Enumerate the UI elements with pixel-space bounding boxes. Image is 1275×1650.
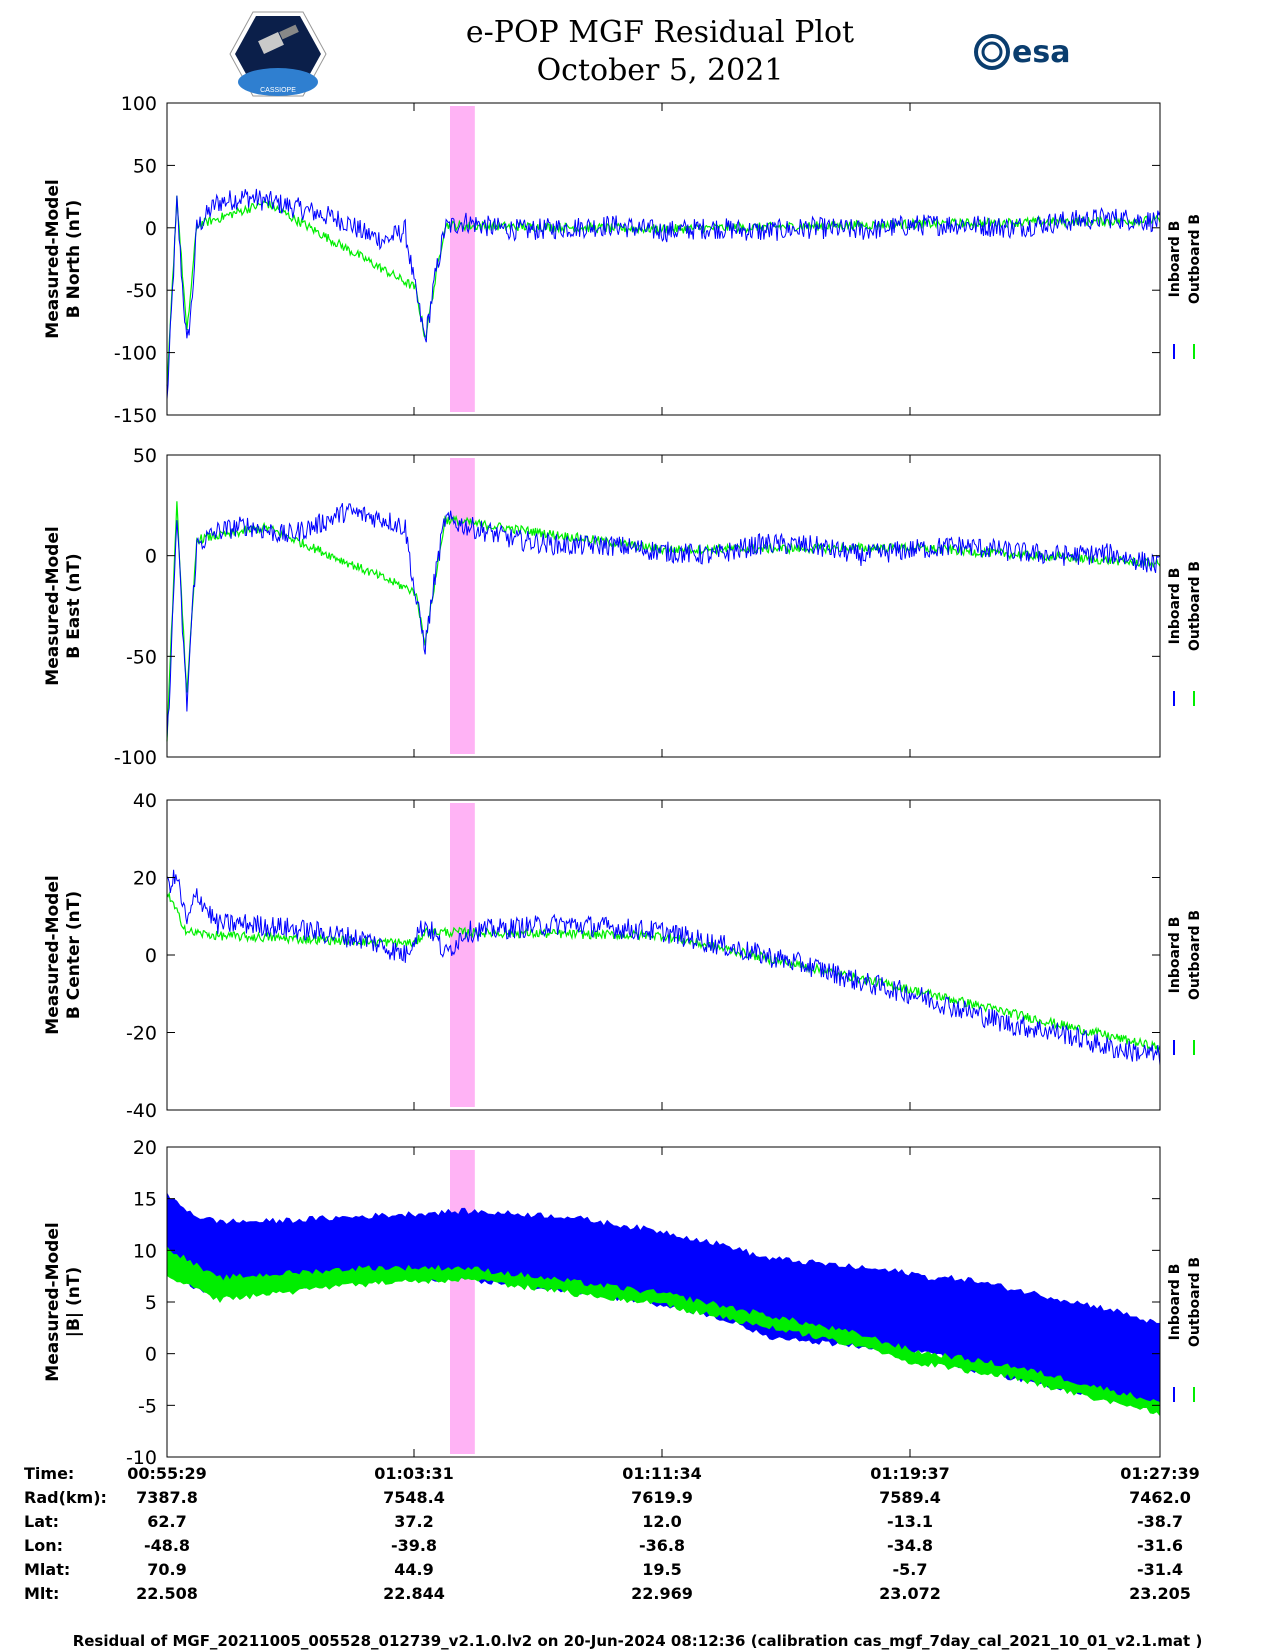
row-value: 23.072 [879,1584,941,1603]
y-axis-label-line: Measured-Model [43,875,63,1034]
y-tick-label: 5 [145,1292,157,1314]
footer-caption: Residual of MGF_20211005_005528_012739_v… [72,1632,1203,1650]
row-value: 7548.4 [383,1488,445,1507]
y-tick-label: -40 [126,1100,157,1122]
legend-outboard-label: Outboard B [1187,1257,1203,1347]
legend-outboard-label: Outboard B [1187,910,1203,1000]
row-value: 01:03:31 [374,1464,454,1483]
row-label: Lon: [24,1536,63,1555]
y-tick-label: 100 [121,93,157,115]
legend-inboard-label: Inboard B [1167,221,1183,298]
legend-inboard-label: Inboard B [1167,1264,1183,1341]
y-tick-label: 50 [133,445,157,467]
series-outboard [166,501,1161,742]
y-tick-label: -5 [138,1395,157,1417]
row-label: Mlt: [24,1584,60,1603]
series-inboard [166,869,1161,1066]
plot-frame [166,799,1161,1111]
row-label: Mlat: [24,1560,71,1579]
y-tick-label: -100 [114,747,157,769]
y-tick-label: 0 [145,546,157,568]
y-tick-label: 10 [133,1240,157,1262]
y-axis-label-line: B North (nT) [64,200,84,319]
y-tick-label: -20 [126,1023,157,1045]
y-axis-label-line: B Center (nT) [64,891,84,1019]
row-label: Time: [24,1464,75,1483]
logo-right-text: esa [1012,35,1070,70]
esa-logo: esa [972,32,1092,72]
y-tick-label: 20 [133,1137,157,1159]
highlight-band [450,1150,475,1454]
row-value: 22.844 [383,1584,445,1603]
row-value: 7387.8 [136,1488,198,1507]
y-axis-label-line: Measured-Model [43,179,63,338]
row-value: 12.0 [642,1512,682,1531]
row-value: -13.1 [886,1512,934,1531]
highlight-band [450,458,475,754]
y-tick-label: -10 [126,1447,157,1469]
y-axis-label: Measured-Model|B| (nT) [43,1222,84,1381]
y-axis-label: Measured-ModelB East (nT) [43,526,84,685]
y-tick-label: 0 [145,945,157,967]
y-axis-label: Measured-ModelB North (nT) [43,179,84,338]
row-value: -36.8 [638,1536,686,1555]
row-value: 23.205 [1129,1584,1191,1603]
y-axis-label: Measured-ModelB Center (nT) [43,875,84,1034]
row-value: -5.7 [892,1560,928,1579]
logo-left-text: CASSIOPE [260,87,296,94]
y-tick-label: -50 [126,280,157,302]
row-value: 62.7 [147,1512,187,1531]
row-value: 44.9 [394,1560,434,1579]
row-value: -31.4 [1136,1560,1184,1579]
row-value: 22.969 [631,1584,693,1603]
highlight-band [450,106,475,412]
series-inboard [166,503,1161,739]
row-value: -38.7 [1136,1512,1184,1531]
cassiope-logo: CASSIOPE [228,10,328,98]
row-value: 7589.4 [879,1488,941,1507]
row-value: 7462.0 [1129,1488,1191,1507]
y-axis-label-line: |B| (nT) [64,1267,84,1338]
y-tick-label: 15 [133,1189,157,1211]
legend-outboard-label: Outboard B [1187,561,1203,651]
series-inboard [166,188,1161,400]
row-value: 01:11:34 [622,1464,702,1483]
y-tick-label: -150 [114,405,157,427]
plot-frame [166,454,1161,758]
row-label: Lat: [24,1512,60,1531]
row-value: 37.2 [394,1512,434,1531]
y-tick-label: 20 [133,868,157,890]
row-value: -34.8 [886,1536,934,1555]
row-value: 22.508 [136,1584,198,1603]
y-tick-label: 0 [145,1344,157,1366]
row-value: 19.5 [642,1560,682,1579]
series-outboard [166,195,1161,386]
y-axis-label-line: Measured-Model [43,1222,63,1381]
row-value: -31.6 [1136,1536,1184,1555]
row-label: Rad(km): [24,1488,107,1507]
row-value: 01:27:39 [1120,1464,1200,1483]
highlight-band [450,803,475,1107]
row-value: 00:55:29 [127,1464,207,1483]
y-tick-label: -100 [114,343,157,365]
y-axis-label-line: B East (nT) [64,553,84,658]
title-line-1: e-POP MGF Residual Plot [465,15,855,50]
row-value: -48.8 [143,1536,191,1555]
y-tick-label: 40 [133,790,157,812]
row-value: -39.8 [390,1536,438,1555]
row-value: 70.9 [147,1560,187,1579]
y-axis-label-line: Measured-Model [43,526,63,685]
legend-inboard-label: Inboard B [1167,917,1183,994]
legend-inboard-label: Inboard B [1167,568,1183,645]
plot-title: e-POP MGF Residual Plot October 5, 2021 [380,14,940,90]
row-value: 01:19:37 [870,1464,950,1483]
y-tick-label: 0 [145,218,157,240]
plot-frame [166,102,1161,416]
title-line-2: October 5, 2021 [536,53,784,88]
y-tick-label: 50 [133,155,157,177]
legend-outboard-label: Outboard B [1187,214,1203,304]
row-value: 7619.9 [631,1488,693,1507]
y-tick-label: -50 [126,646,157,668]
